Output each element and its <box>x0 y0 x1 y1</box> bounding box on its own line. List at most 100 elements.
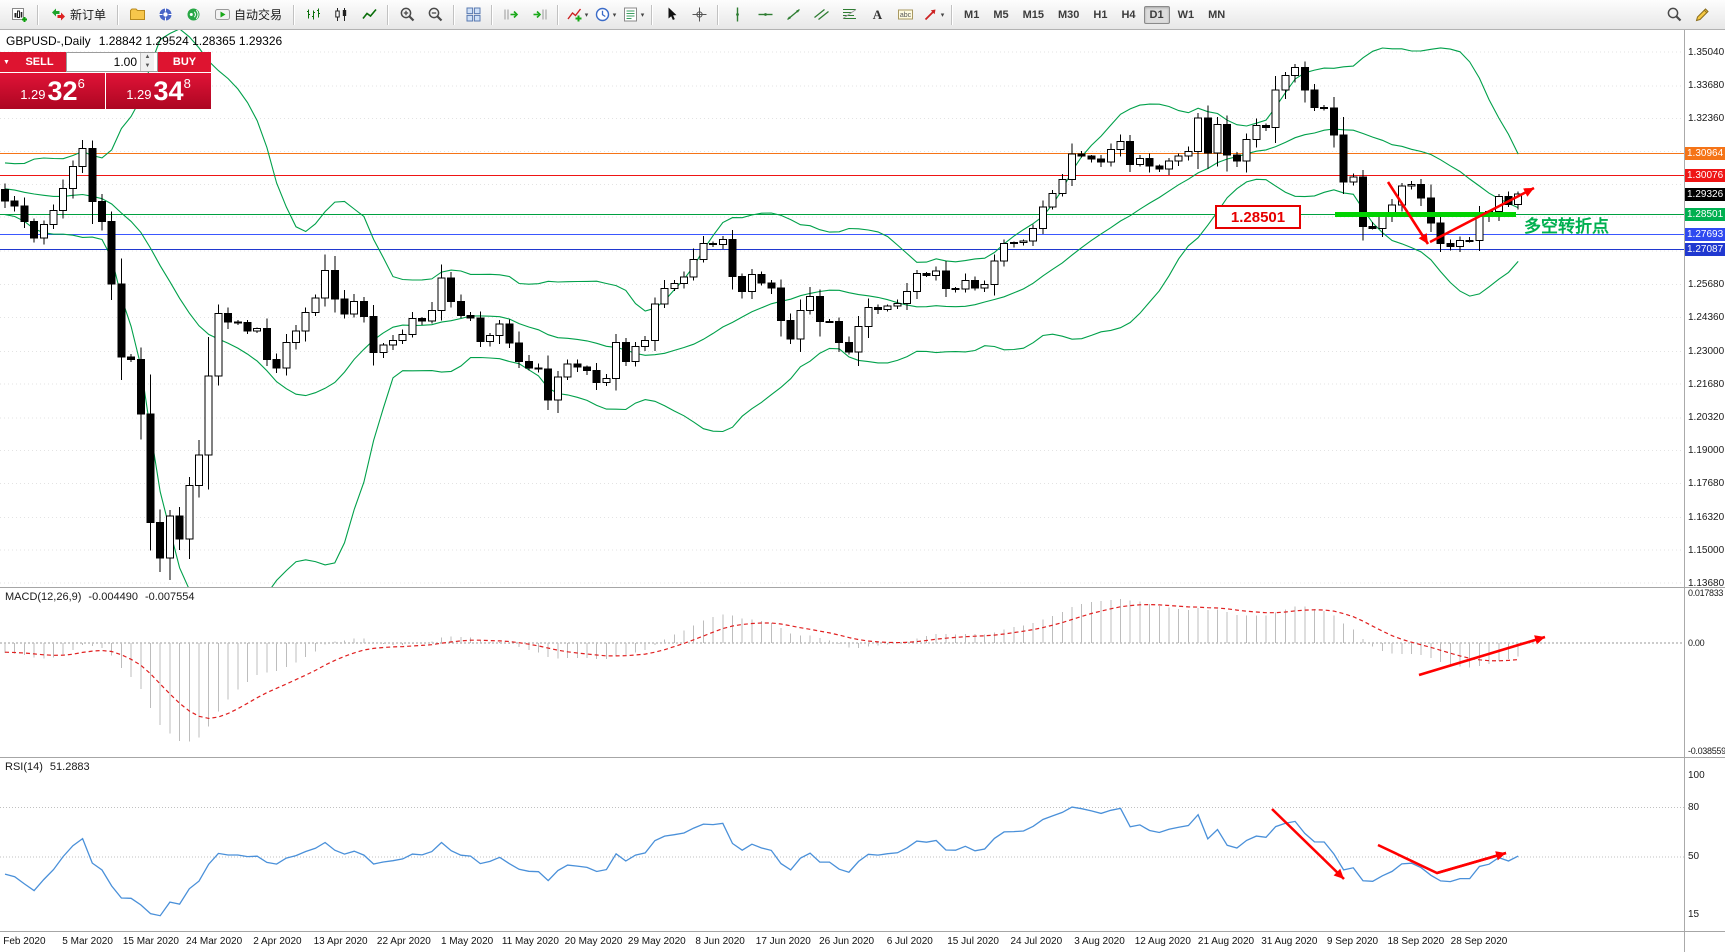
time-scale[interactable]: Feb 2020 5 Mar 2020 15 Mar 2020 24 Mar 2020… <box>0 932 1684 952</box>
date-axis-label: 26 Jun 2020 <box>819 936 875 947</box>
price-axis-label: 1.35040 <box>1688 46 1725 58</box>
rsi-axis-label: 100 <box>1688 769 1705 781</box>
channel-icon <box>813 6 830 23</box>
crosshair-button[interactable] <box>686 2 712 28</box>
sell-price-pips: 32 <box>47 76 78 106</box>
turning-point-label[interactable]: 多空转折点 <box>1524 216 1609 236</box>
auto-scroll-button[interactable] <box>498 2 524 28</box>
volume-spinner: ▲ ▼ <box>140 53 154 71</box>
macd-axis-label: 0.017833 <box>1688 587 1724 598</box>
candle-chart-button[interactable] <box>328 2 354 28</box>
periods-button[interactable]: ▾ <box>592 2 618 28</box>
sell-price-prefix: 1.29 <box>20 86 46 102</box>
macd-panel[interactable] <box>0 589 1684 757</box>
buy-price-pips: 34 <box>153 76 184 106</box>
timeframe-MN-button[interactable]: MN <box>1208 8 1226 21</box>
timeframe-M5-button[interactable]: M5 <box>993 8 1009 21</box>
red-trend-arrow[interactable] <box>1386 181 1430 245</box>
panel-separator[interactable] <box>0 931 1725 932</box>
date-axis-label: 20 May 2020 <box>564 936 623 947</box>
autotrade-button[interactable]: 自动交易 <box>208 2 288 28</box>
date-axis-label: 8 Jun 2020 <box>695 936 745 947</box>
date-axis-label: 15 Mar 2020 <box>122 936 179 947</box>
text-icon: A <box>869 6 886 23</box>
horizontal-line-button[interactable] <box>752 2 778 28</box>
line-chart-icon <box>361 6 378 23</box>
open-folder-button[interactable] <box>124 2 150 28</box>
date-axis-label: Feb 2020 <box>3 936 46 947</box>
rsi-value: 51.2883 <box>49 761 90 773</box>
volume-input[interactable] <box>67 53 140 71</box>
community-button[interactable] <box>180 2 206 28</box>
price-scale[interactable]: 1.35040 1.33680 1.32360 1.25680 1.24360 1.230… <box>1684 30 1725 952</box>
add-indicator-button[interactable]: ▾ <box>564 2 590 28</box>
toolbar-separator <box>951 4 954 25</box>
toolbar-separator <box>387 4 390 25</box>
buy-button[interactable]: 1.29 34 8 <box>106 73 211 109</box>
volume-increase-button[interactable]: ▲ <box>141 53 154 62</box>
timeframe-M30-button[interactable]: M30 <box>1058 8 1080 21</box>
quick-edit-button[interactable] <box>1689 2 1715 28</box>
timeframe-H4-button[interactable]: H4 <box>1121 8 1136 21</box>
channel-button[interactable] <box>808 2 834 28</box>
sell-price-pipette: 6 <box>77 76 85 91</box>
timeframe-M15-button[interactable]: M15 <box>1022 8 1044 21</box>
timeframe-M1-button[interactable]: M1 <box>964 8 980 21</box>
macd-main-value: -0.004490 <box>88 591 138 603</box>
toolbar-separator <box>117 4 120 25</box>
vertical-line-button[interactable] <box>724 2 750 28</box>
red-trend-arrow[interactable] <box>1418 635 1546 677</box>
price-axis-label: 1.15000 <box>1688 544 1725 556</box>
trade-panel-menu-caret[interactable]: ▼ <box>0 52 13 72</box>
data-center-button[interactable] <box>152 2 178 28</box>
red-trend-arrow[interactable] <box>1271 808 1345 880</box>
new-chart-button[interactable] <box>6 2 32 28</box>
search-icon <box>1666 6 1683 23</box>
price-level-tag: 1.28501 <box>1685 208 1725 222</box>
date-axis-label: 24 Mar 2020 <box>186 936 243 947</box>
rsi-panel[interactable] <box>0 759 1684 931</box>
price-level-tag: 1.30076 <box>1685 168 1725 182</box>
new-order-button[interactable]: 新订单 <box>44 2 112 28</box>
search-button[interactable] <box>1661 2 1687 28</box>
red-trend-arrow[interactable] <box>1429 186 1535 244</box>
line-chart-button[interactable] <box>356 2 382 28</box>
text-label-button[interactable]: abc <box>892 2 918 28</box>
zoom-in-icon <box>399 6 416 23</box>
timeframe-W1-button[interactable]: W1 <box>1177 8 1195 21</box>
red-trend-arrow[interactable] <box>1436 851 1507 875</box>
toolbar-separator <box>293 4 296 25</box>
volume-decrease-button[interactable]: ▼ <box>141 62 154 71</box>
rsi-axis-label: 80 <box>1688 802 1700 814</box>
tile-windows-button[interactable] <box>460 2 486 28</box>
fibonacci-button[interactable] <box>836 2 862 28</box>
dropdown-caret-icon: ▾ <box>612 11 617 19</box>
price-axis-label: 1.23000 <box>1688 345 1725 357</box>
timeframe-H1-button[interactable]: H1 <box>1093 8 1108 21</box>
zoom-out-button[interactable] <box>422 2 448 28</box>
panel-separator[interactable] <box>0 757 1725 758</box>
date-axis-label: 15 Jul 2020 <box>947 936 999 947</box>
trend-line-button[interactable] <box>780 2 806 28</box>
date-axis-label: 11 May 2020 <box>501 936 559 947</box>
svg-text:abc: abc <box>899 12 911 19</box>
panel-separator[interactable] <box>0 587 1725 588</box>
zoom-in-button[interactable] <box>394 2 420 28</box>
templates-button[interactable]: ▾ <box>620 2 646 28</box>
chart-shift-button[interactable] <box>526 2 552 28</box>
auto-scroll-icon <box>503 6 520 23</box>
text-button[interactable]: A <box>864 2 890 28</box>
support-price-callout[interactable]: 1.28501 <box>1215 205 1301 229</box>
macd-signal-value: -0.007554 <box>144 591 195 603</box>
cursor-button[interactable] <box>658 2 684 28</box>
sell-button[interactable]: 1.29 32 6 <box>0 73 105 109</box>
bar-chart-button[interactable] <box>300 2 326 28</box>
toolbar-separator <box>651 4 654 25</box>
date-axis-label: 29 May 2020 <box>627 936 686 947</box>
toolbar-separator <box>557 4 560 25</box>
timeframe-D1-button[interactable]: D1 <box>1143 5 1170 24</box>
arrows-button[interactable]: ▾ <box>920 2 946 28</box>
price-chart[interactable]: 1.28501 多空转折点 <box>0 30 1684 587</box>
